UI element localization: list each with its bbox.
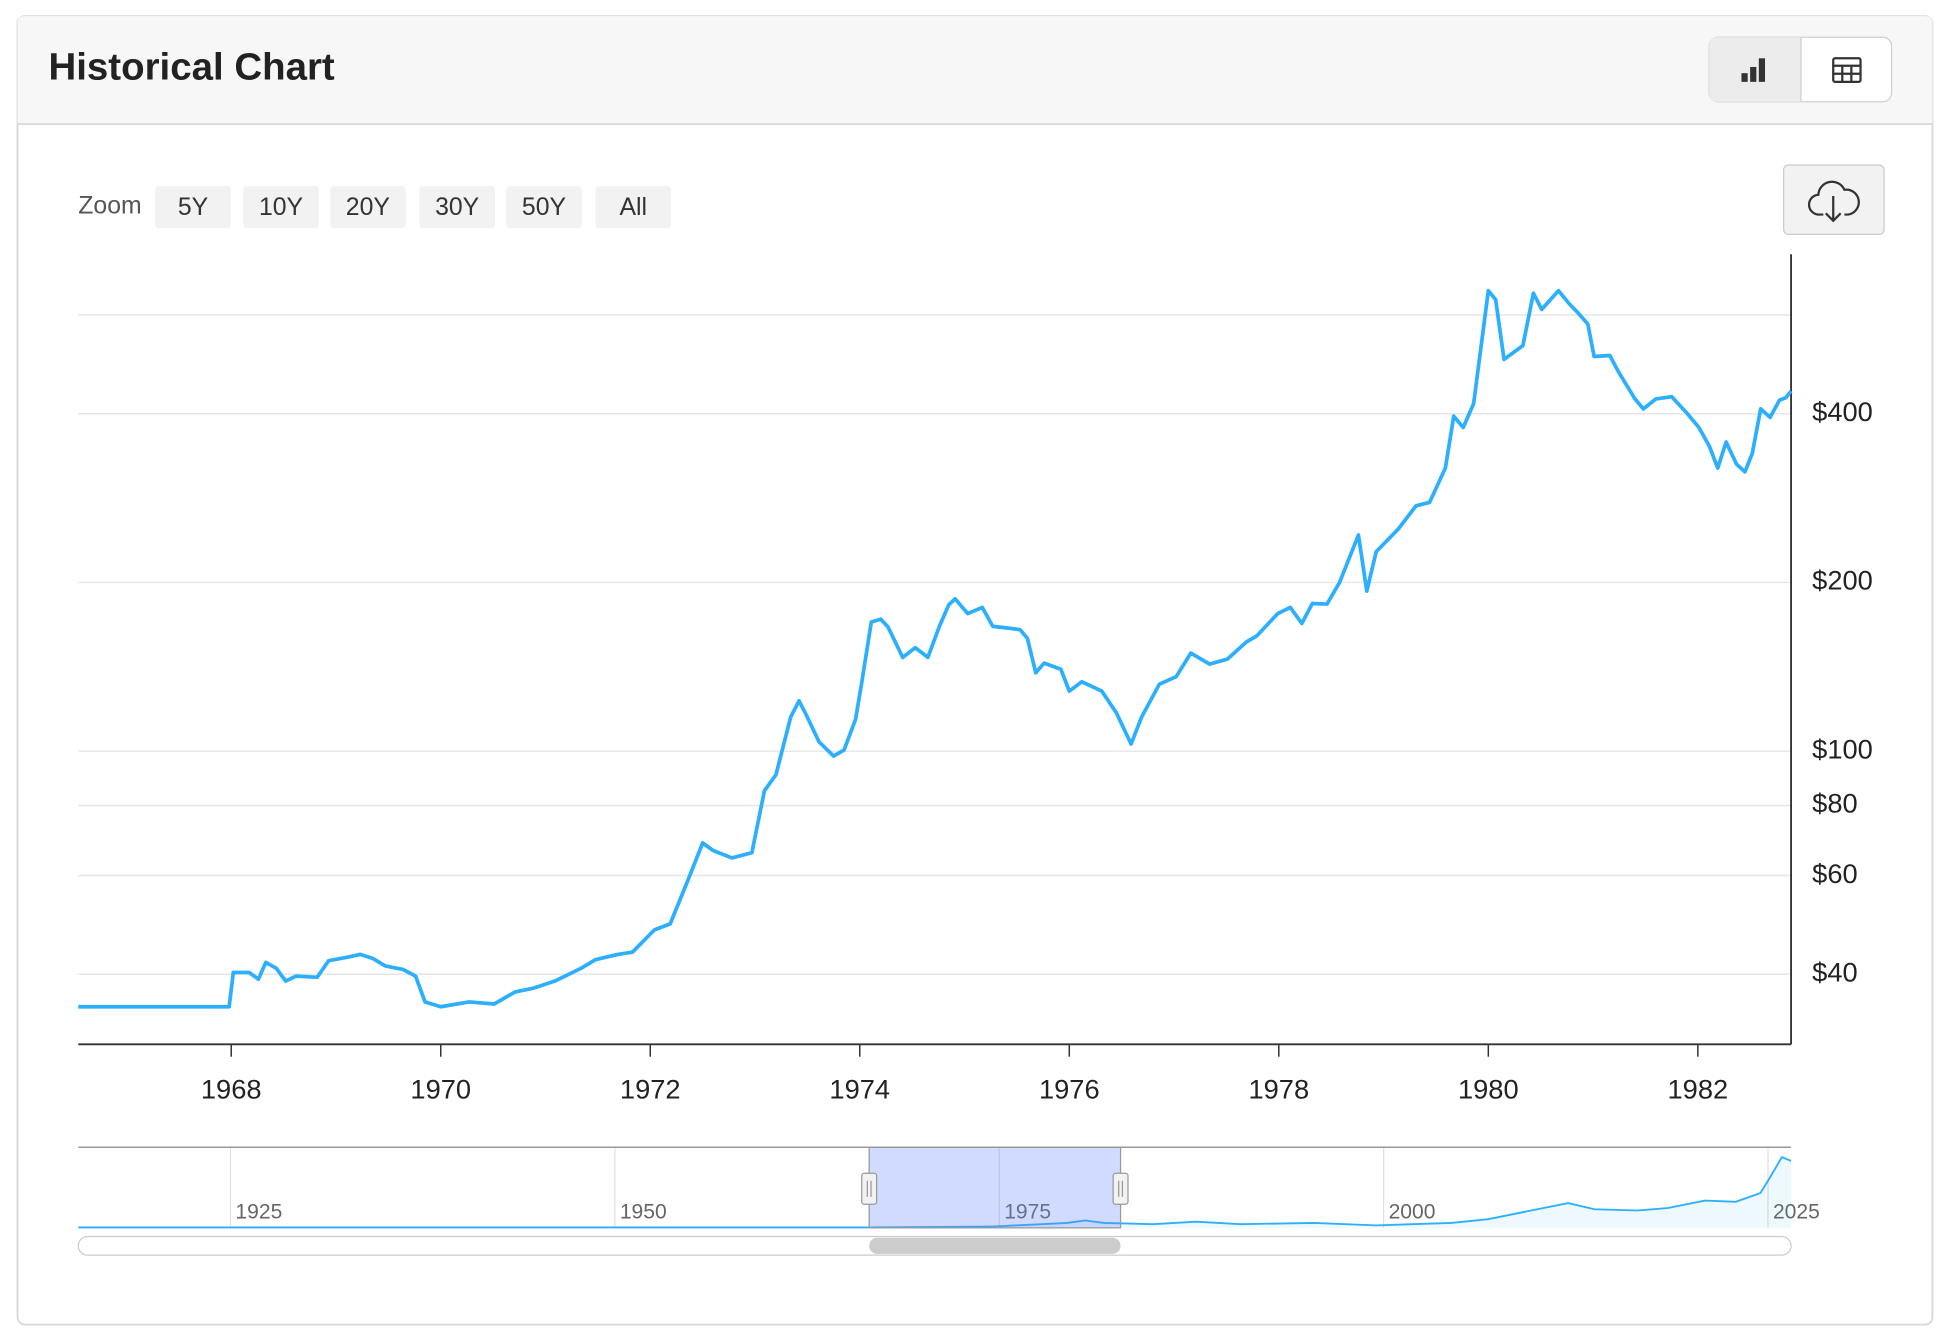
navigator-bg	[78, 1147, 1792, 1228]
y-tick-label: $60	[1812, 858, 1858, 889]
zoom-button[interactable]: 10Y	[243, 186, 319, 229]
price-line	[78, 288, 1793, 1009]
handle-body	[1112, 1172, 1129, 1205]
zoom-button-bg	[419, 186, 495, 229]
navigator-tick-label: 2025	[1773, 1201, 1820, 1224]
icon-bar	[1758, 58, 1766, 82]
navigator-tick-label: 2000	[1389, 1201, 1436, 1224]
zoom-label: Zoom	[78, 193, 141, 220]
title: Historical Chart	[49, 46, 335, 89]
navigator: 1925 1950 1975 2000 2025	[77, 1146, 1820, 1256]
zoom-button-label: All	[620, 194, 648, 221]
icon-arrow	[1825, 195, 1842, 223]
zoom-button-bg	[595, 186, 672, 229]
navigator-area	[78, 1157, 1792, 1228]
x-tick-label: 1978	[1248, 1074, 1309, 1105]
x-tick-label: 1970	[410, 1074, 471, 1105]
y-tick-label: $100	[1812, 733, 1873, 764]
zoom-button-bg	[330, 186, 406, 229]
x-tick-label: 1968	[201, 1074, 262, 1105]
view-toggle	[1708, 36, 1893, 103]
navigator-handle[interactable]	[861, 1172, 878, 1205]
zoom-button-bg	[243, 186, 319, 229]
zoom-button-label: 50Y	[522, 194, 566, 221]
x-tick-label: 1982	[1668, 1074, 1729, 1105]
navigator-line	[78, 1155, 1792, 1229]
scrollbar-thumb[interactable]	[869, 1237, 1121, 1254]
zoom-button[interactable]: 5Y	[155, 186, 231, 229]
zoom-button-label: 5Y	[178, 194, 208, 221]
zoom-button[interactable]: 30Y	[419, 186, 495, 229]
navigator-tick-label: 1975	[1004, 1201, 1051, 1224]
x-tick-label: 1980	[1458, 1074, 1519, 1105]
icon-bar	[1750, 66, 1757, 82]
zoom-button-label: 30Y	[435, 194, 479, 221]
y-tick-label: $200	[1812, 565, 1873, 596]
y-tick-label: $80	[1812, 788, 1858, 819]
navigator-handle[interactable]	[1112, 1172, 1129, 1205]
zoom-button-label: 10Y	[259, 194, 303, 221]
zoom-buttons: 5Y 10Y 20Y 30Y 50Y All	[155, 186, 672, 229]
icon-bar	[1741, 73, 1748, 82]
zoom-button[interactable]: 20Y	[330, 186, 406, 229]
y-tick-label: $400	[1812, 396, 1873, 427]
download-button[interactable]	[1783, 164, 1885, 236]
navigator-tick-label: 1925	[235, 1201, 282, 1224]
handle-body	[861, 1172, 878, 1205]
x-tick-label: 1972	[620, 1074, 681, 1105]
x-tick-label: 1974	[829, 1074, 890, 1105]
y-tick-label: $40	[1812, 956, 1858, 987]
zoom-button-label: 20Y	[346, 194, 390, 221]
plot: $40 $60 $80 $100 $200 $400 1968 1970 1972 1974 197…	[78, 254, 1873, 1105]
zoom-button[interactable]: 50Y	[506, 186, 582, 229]
navigator-tick-label: 1950	[620, 1201, 667, 1224]
card-header	[17, 16, 1933, 125]
icon-cloud	[1807, 180, 1860, 216]
zoom-button-bg	[155, 186, 231, 229]
table-view-button[interactable]	[1832, 57, 1862, 83]
navigator-selection	[868, 1146, 1122, 1229]
x-tick-label: 1976	[1039, 1074, 1100, 1105]
zoom-button-bg	[506, 186, 582, 229]
icon-table	[1832, 57, 1862, 83]
zoom-button[interactable]: All	[595, 186, 672, 229]
